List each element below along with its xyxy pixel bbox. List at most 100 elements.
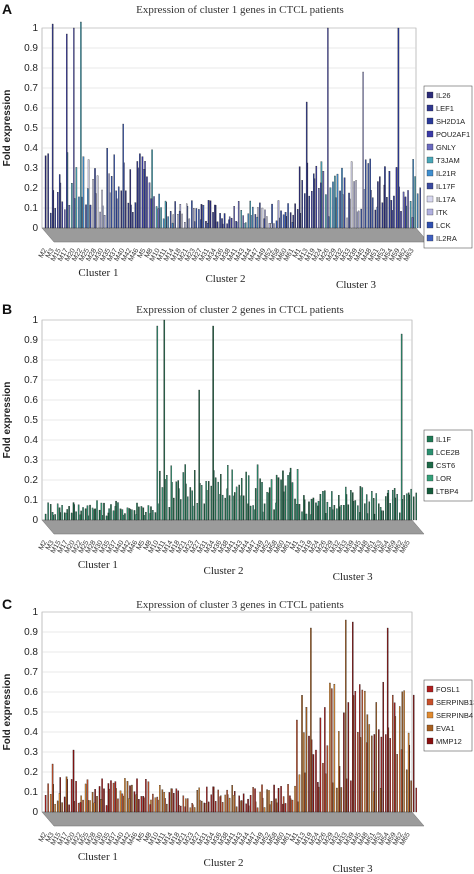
panel-c-bar <box>193 807 196 813</box>
panel-a-bar <box>343 177 346 229</box>
panel-b-ytick: 0.1 <box>24 495 38 506</box>
panel-b-legend-swatch <box>426 448 434 456</box>
panel-a-xtick: M1 <box>292 247 303 259</box>
panel-a-bar <box>87 188 89 229</box>
panel-c-legend-swatch <box>426 698 434 706</box>
panel-c-legend-label: EVA1 <box>436 724 455 733</box>
panel-c-bar <box>361 689 364 813</box>
panel-c-bar <box>301 695 303 813</box>
panel-b-bar <box>44 513 47 521</box>
panel-b-bar <box>284 485 287 521</box>
panel-b-bar <box>128 508 131 521</box>
panel-b-bar <box>282 470 284 521</box>
panel-a-bar <box>247 213 250 229</box>
panel-c-bar <box>219 796 221 813</box>
panel-a-bar <box>226 223 228 229</box>
panel-b-bar <box>114 506 117 521</box>
panel-c-bar <box>245 803 247 813</box>
panel-b-bar <box>235 486 238 521</box>
panel-b-bar <box>379 507 382 521</box>
panel-c-floor <box>41 811 425 827</box>
panel-a-bar <box>273 223 275 229</box>
panel-c-bar <box>412 694 415 813</box>
panel-b-bar <box>51 512 54 521</box>
panel-c-bar <box>131 784 133 813</box>
panel-b-bar <box>203 503 206 521</box>
panel-a-bar <box>176 214 179 229</box>
panel-c-bar <box>359 684 361 813</box>
panel-c-group-label: Cluster 1 <box>78 851 118 863</box>
panel-a-bar <box>89 204 92 229</box>
panel-c-bar <box>128 798 131 813</box>
panel-a-bar <box>207 223 209 229</box>
panel-b-ytick: 0.8 <box>24 355 38 366</box>
panel-b-bar <box>340 505 343 521</box>
panel-c-bar <box>196 790 199 813</box>
panel-c-bar <box>249 795 252 813</box>
panel-a-bar <box>372 197 374 229</box>
panel-a-ytick: 0.2 <box>24 183 38 194</box>
panel-a-bar <box>44 155 47 229</box>
panel-a-bar <box>393 195 395 229</box>
panel-c-bar <box>305 707 308 813</box>
panel-b-bar <box>268 492 270 521</box>
panel-c-bar <box>212 786 214 813</box>
panel-c-ytick: 0.5 <box>24 707 38 718</box>
panel-a-group-label: Cluster 1 <box>78 267 118 279</box>
panel-c-bar <box>166 803 168 813</box>
panel-a-bar <box>311 190 313 229</box>
panel-b-bar <box>75 511 77 521</box>
panel-a-bar <box>334 175 336 229</box>
panel-b-bar <box>72 502 75 521</box>
panel-b-bar <box>287 475 289 521</box>
panel-b-ytick: 0.4 <box>24 435 38 446</box>
panel-a-bar <box>127 202 130 229</box>
panel-a-bar <box>132 212 134 229</box>
panel-a-bar <box>395 167 398 229</box>
panel-b-bar <box>82 507 84 521</box>
panel-a-legend-swatch <box>426 130 434 138</box>
panel-a-bar <box>134 202 137 229</box>
panel-a-bar <box>369 158 371 229</box>
panel-b-ytick: 0.6 <box>24 395 38 406</box>
panel-b-legend-swatch <box>426 435 434 443</box>
panel-a-bar <box>221 218 223 229</box>
panel-a-bar <box>374 209 377 229</box>
panel-b-bar <box>345 486 347 521</box>
panel-c-bar <box>121 793 124 813</box>
panel-a-floor <box>41 227 429 243</box>
panel-b-bar <box>375 493 378 521</box>
panel-a-title: Expression of cluster 1 genes in CTCL pa… <box>136 4 344 16</box>
panel-a-bar <box>202 205 205 229</box>
panel-a-bar <box>341 167 343 229</box>
panel-a-bar <box>191 200 193 229</box>
panel-b-bar <box>350 490 352 521</box>
panel-c-bar <box>287 784 289 813</box>
panel-c-bar <box>233 795 235 813</box>
panel-c-bar <box>163 792 166 813</box>
panel-a-bar <box>125 190 127 229</box>
panel-b-bar <box>187 496 189 521</box>
panel-a-bar <box>336 173 339 229</box>
panel-c-ytick: 0.8 <box>24 647 38 658</box>
panel-b-bar <box>359 512 361 521</box>
panel-a-bar <box>280 210 282 229</box>
panel-b-bar <box>86 505 89 521</box>
panel-c-bar <box>114 781 117 813</box>
panel-a-bar <box>66 33 68 229</box>
panel-a-bar <box>193 208 195 229</box>
panel-a-bar <box>346 217 348 229</box>
panel-b-bar <box>107 512 110 521</box>
panel-b-bar <box>280 479 282 521</box>
panel-c-bar <box>214 801 217 813</box>
panel-a-legend-swatch <box>426 104 434 112</box>
panel-b-bar <box>184 464 186 521</box>
panel-c-bar <box>61 802 63 813</box>
panel-c-bar <box>403 690 405 813</box>
panel-c-ytick: 0.7 <box>24 667 38 678</box>
panel-b-bar <box>249 505 252 521</box>
panel-c-legend-label: SERPINB4 <box>436 711 473 720</box>
panel-c-bar <box>93 802 96 813</box>
panel-a-bar <box>367 163 370 229</box>
panel-c-ytick: 0.3 <box>24 747 38 758</box>
